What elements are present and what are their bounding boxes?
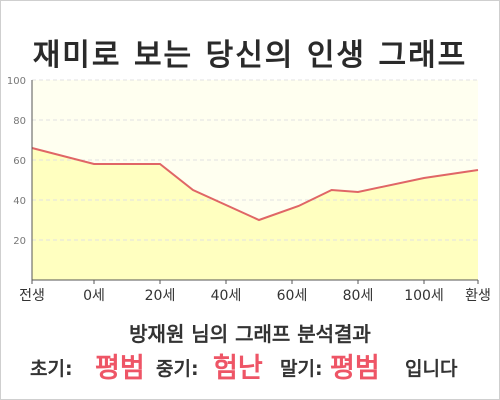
late-label: 말기: bbox=[280, 358, 323, 380]
result-ending: 입니다 bbox=[405, 358, 458, 380]
y-tick-label-40: 40 bbox=[13, 196, 26, 207]
x-tick-label-7: 환생 bbox=[465, 288, 491, 304]
x-tick-label-0: 전생 bbox=[19, 288, 45, 304]
x-tick-label-3: 40세 bbox=[211, 288, 242, 304]
x-tick-label-6: 100세 bbox=[404, 288, 444, 304]
life-line-series bbox=[31, 147, 479, 222]
life-graph-chart: 20 40 60 80 100 전생 0세 20세 40세 60세 80세 100세 환생 bbox=[7, 76, 491, 304]
result-heading: 방재원 님의 그래프 분석결과 bbox=[129, 322, 371, 346]
y-tick-label-20: 20 bbox=[13, 236, 26, 247]
y-tick-label-80: 80 bbox=[13, 116, 26, 127]
mid-value: 험난 bbox=[213, 353, 263, 384]
x-tick-label-4: 60세 bbox=[277, 288, 308, 304]
x-tick-label-2: 20세 bbox=[145, 288, 176, 304]
mid-label: 중기: bbox=[156, 358, 199, 380]
x-tick-label-5: 80세 bbox=[343, 288, 374, 304]
area-fill bbox=[32, 148, 478, 280]
x-tick-label-1: 0세 bbox=[83, 288, 105, 304]
early-value: 평범 bbox=[95, 353, 145, 384]
late-value: 평범 bbox=[330, 353, 380, 384]
y-tick-label-100: 100 bbox=[7, 76, 26, 87]
page-title: 재미로 보는 당신의 인생 그래프 bbox=[32, 38, 468, 73]
result-line: 초기: 평범 중기: 험난 말기: 평범 입니다 bbox=[0, 346, 500, 384]
y-tick-label-60: 60 bbox=[13, 156, 26, 167]
early-label: 초기: bbox=[30, 358, 73, 380]
